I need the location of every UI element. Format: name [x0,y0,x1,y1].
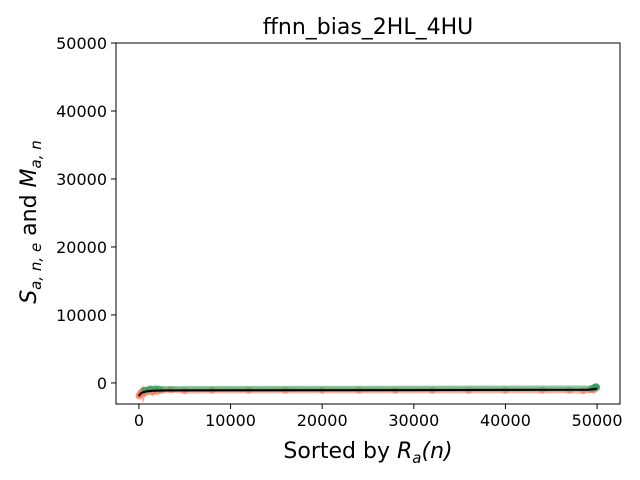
x-axis-label: Sorted by Ra(n) [283,439,452,467]
y-tick-label: 20000 [56,238,107,257]
series-line [138,387,598,397]
y-tick-label: 10000 [56,306,107,325]
chart-title: ffnn_bias_2HL_4HU [263,15,474,40]
x-tick-label: 10000 [205,411,256,430]
y-tick-label: 50000 [56,34,107,53]
plot-frame [115,42,621,405]
x-axis-ticks: 0 10000 20000 30000 40000 50000 [134,404,623,430]
y-tick-label: 30000 [56,170,107,189]
x-tick-label: 0 [134,411,144,430]
x-tick-label: 20000 [297,411,348,430]
chart-marks [135,383,601,404]
x-tick-label: 40000 [480,411,531,430]
y-tick-label: 0 [97,374,107,393]
y-axis-ticks: 0 10000 20000 30000 40000 50000 [56,34,116,393]
x-tick-label: 50000 [572,411,623,430]
y-tick-label: 40000 [56,102,107,121]
x-tick-label: 30000 [388,411,439,430]
y-axis-label: Sa, n, e and Ma, n [17,140,45,304]
